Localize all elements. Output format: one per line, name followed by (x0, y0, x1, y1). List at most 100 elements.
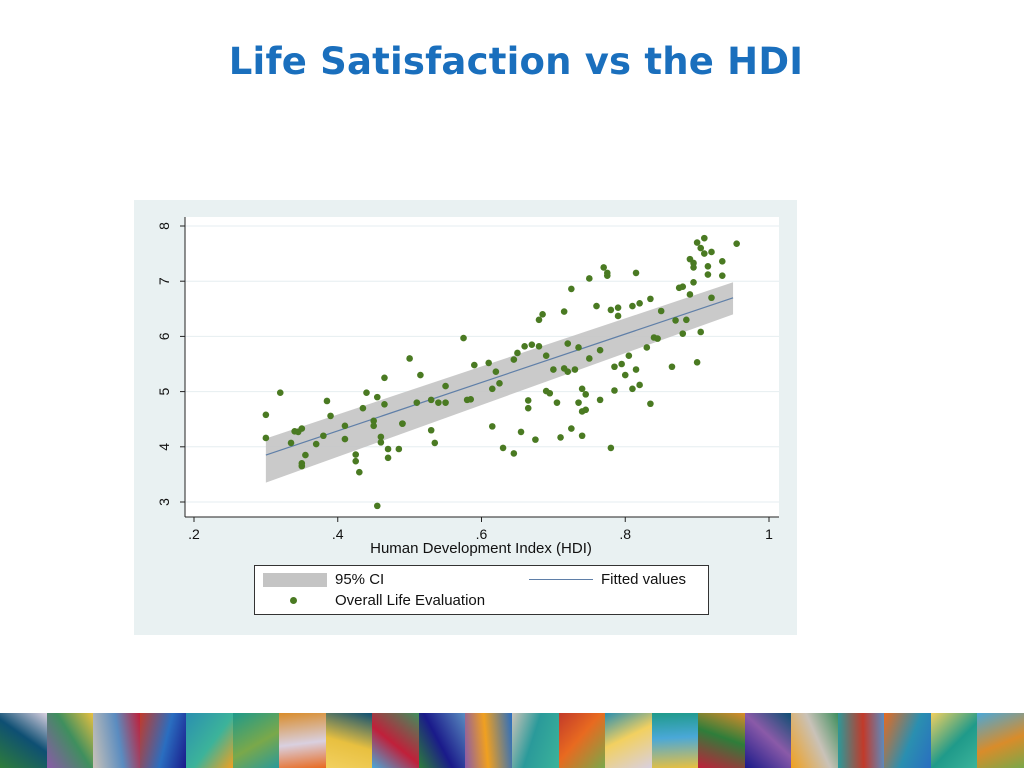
data-point (654, 335, 661, 342)
data-point (668, 363, 676, 371)
data-point (693, 239, 701, 246)
strip-tile (930, 713, 978, 768)
data-point (406, 355, 413, 362)
data-point (471, 361, 478, 369)
strip-tile (837, 713, 885, 768)
data-point (683, 316, 690, 324)
data-point (708, 248, 715, 256)
data-point (356, 468, 363, 476)
data-point (690, 279, 697, 286)
y-tick-label: 3 (156, 498, 172, 506)
data-point (262, 434, 270, 442)
data-point (564, 368, 572, 376)
data-point (517, 428, 525, 436)
data-point (467, 396, 475, 403)
data-point (510, 356, 518, 363)
strip-tile (325, 713, 373, 768)
data-point (625, 352, 633, 360)
data-point (704, 271, 712, 278)
data-point (377, 439, 385, 446)
data-point (629, 302, 636, 310)
y-tick-label: 6 (156, 332, 172, 340)
data-point (704, 262, 712, 270)
strip-tile (605, 713, 652, 768)
data-point (718, 258, 726, 265)
data-point (384, 445, 392, 453)
data-point (607, 306, 615, 314)
data-point (564, 340, 572, 347)
strip-tile (46, 713, 94, 768)
data-point (636, 381, 643, 389)
data-point (647, 400, 654, 408)
data-point (488, 423, 496, 430)
data-point (618, 360, 625, 368)
data-point (582, 406, 590, 414)
data-point (381, 374, 388, 382)
data-point (550, 366, 557, 373)
data-point (636, 299, 643, 307)
data-point (370, 417, 377, 425)
data-point (560, 308, 568, 315)
data-point (341, 435, 349, 443)
strip-tile (139, 713, 187, 768)
data-point (381, 400, 388, 408)
data-point (603, 269, 611, 277)
data-point (586, 355, 593, 362)
strip-tile (744, 713, 792, 768)
data-point (532, 436, 539, 443)
data-point (370, 422, 377, 430)
strip-tile (93, 713, 140, 768)
chart-panel: .2 .4 .6 .8 1 3 4 5 6 7 8 Human Development Index (… (134, 200, 797, 635)
data-point (399, 420, 406, 427)
data-point (373, 502, 381, 510)
data-point (690, 264, 697, 271)
data-point (647, 295, 654, 303)
legend-fitted-label: Fitted values (601, 571, 687, 588)
data-point (557, 434, 564, 441)
strip-tile (418, 713, 466, 768)
data-point (384, 454, 392, 462)
data-point (643, 344, 651, 351)
data-point (621, 371, 629, 379)
data-point (578, 385, 586, 393)
strip-tile (372, 713, 419, 768)
data-point (373, 393, 381, 401)
data-point (596, 396, 604, 404)
data-point (600, 264, 607, 271)
data-point (568, 285, 575, 293)
x-tick-label: .8 (619, 526, 631, 542)
strip-tile (232, 713, 280, 768)
data-point (718, 272, 726, 279)
data-point (427, 396, 435, 404)
data-point (614, 312, 622, 320)
data-point (298, 460, 306, 467)
strip-tile (651, 713, 699, 768)
data-point (442, 382, 449, 390)
data-point (320, 432, 327, 440)
data-point (302, 451, 309, 459)
x-tick-label: 1 (765, 526, 773, 542)
data-point (514, 349, 521, 357)
legend-ci-label: 95% CI (335, 571, 385, 588)
data-point (657, 307, 665, 315)
y-tick-label: 8 (156, 222, 172, 230)
data-point (697, 244, 705, 252)
data-point (427, 426, 435, 434)
data-point (377, 433, 385, 441)
data-point (359, 404, 367, 412)
data-point (614, 304, 622, 311)
legend-points-label: Overall Life Evaluation (335, 592, 486, 609)
data-point (701, 234, 708, 242)
x-tick-label: .4 (332, 526, 344, 542)
legend-ci-swatch (263, 573, 327, 587)
data-point (363, 389, 370, 397)
data-point (571, 366, 579, 373)
data-point (395, 445, 403, 453)
data-point (488, 385, 496, 393)
data-point (575, 399, 582, 406)
data-point (352, 457, 360, 465)
data-point (693, 359, 701, 366)
data-point (593, 302, 600, 310)
data-point (413, 399, 421, 406)
data-point (542, 352, 550, 360)
